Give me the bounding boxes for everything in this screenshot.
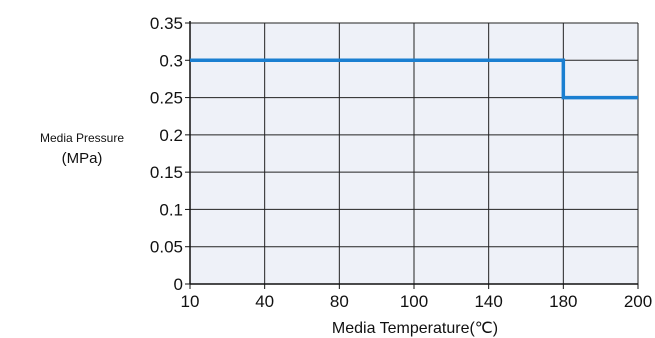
x-tick-label: 80 (330, 292, 349, 311)
x-tick-label: 10 (181, 292, 200, 311)
x-tick-label: 40 (255, 292, 274, 311)
x-tick-label: 140 (474, 292, 502, 311)
y-tick-label: 0.15 (150, 163, 183, 182)
grid-lines (190, 22, 639, 284)
axes (185, 21, 639, 289)
series-layer (190, 58, 638, 100)
pressure-series-line (190, 58, 638, 100)
y-tick-label: 0.35 (150, 14, 183, 33)
y-axis-unit-label: (MPa) (62, 150, 103, 167)
x-tick-label: 180 (549, 292, 577, 311)
y-tick-labels: 0 0.05 0.1 0.15 0.2 0.25 0.3 0.35 (150, 14, 183, 294)
y-axis-label: Media Pressure (40, 131, 124, 145)
y-tick-label: 0.05 (150, 238, 183, 257)
y-tick-label: 0.3 (159, 51, 183, 70)
x-tick-label: 200 (624, 292, 652, 311)
y-tick-label: 0 (174, 275, 183, 294)
x-tick-label: 100 (400, 292, 428, 311)
y-tick-label: 0.1 (159, 200, 183, 219)
y-tick-label: 0.2 (159, 126, 183, 145)
x-axis-label: Media Temperature(℃) (332, 320, 498, 337)
y-tick-label: 0.25 (150, 89, 183, 108)
x-tick-labels: 10 40 80 100 140 180 200 (181, 292, 653, 311)
